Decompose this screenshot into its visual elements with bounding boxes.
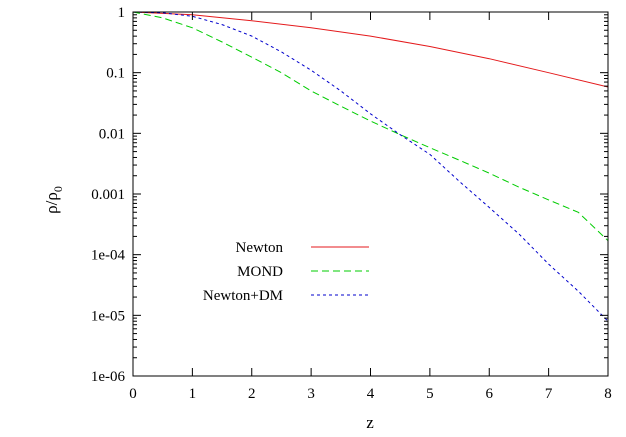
y-tick-label: 1 xyxy=(118,5,126,21)
y-axis-title-subscript: 0 xyxy=(51,186,65,192)
y-tick-label: 1e-06 xyxy=(91,369,126,385)
series-line-newton-dm xyxy=(132,11,609,322)
x-tick-label: 1 xyxy=(189,386,197,402)
x-axis-title: z xyxy=(366,413,374,432)
x-tick-label: 2 xyxy=(248,386,256,402)
x-tick-label: 4 xyxy=(367,386,375,402)
y-tick-label: 0.01 xyxy=(99,126,125,142)
x-tick-label: 5 xyxy=(426,386,434,402)
x-tick-label: 7 xyxy=(545,386,553,402)
ticks-layer xyxy=(132,11,609,377)
legend: Newton MOND Newton+DM xyxy=(203,240,369,304)
x-tick-label: 6 xyxy=(486,386,494,402)
tick-labels: 0 1 2 3 4 5 6 7 8 1 0.1 0.01 0.001 1e-04 1e-05 1e-06 xyxy=(91,5,612,402)
y-axis-title-main: ρ/ρ xyxy=(42,192,61,214)
series-line-mond xyxy=(132,11,609,242)
y-tick-label: 1e-04 xyxy=(91,248,126,264)
x-tick-label: 0 xyxy=(129,386,137,402)
legend-label-mond: MOND xyxy=(237,264,283,280)
legend-label-newton-dm: Newton+DM xyxy=(203,288,283,304)
y-tick-label: 1e-05 xyxy=(91,308,125,324)
series-line-newton xyxy=(132,11,609,88)
x-tick-label: 3 xyxy=(307,386,315,402)
series-layer xyxy=(132,11,609,322)
y-axis-title: ρ/ρ0 xyxy=(42,186,65,214)
y-tick-label: 0.1 xyxy=(106,66,125,82)
legend-label-newton: Newton xyxy=(236,240,284,256)
x-tick-label: 8 xyxy=(604,386,612,402)
y-tick-label: 0.001 xyxy=(91,187,125,203)
